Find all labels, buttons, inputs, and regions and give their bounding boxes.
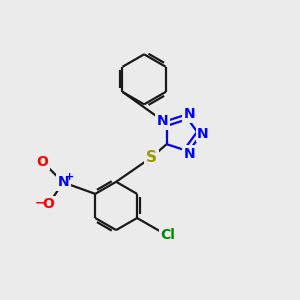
Text: O: O [43,197,54,212]
Text: O: O [37,155,49,169]
Text: N: N [197,127,209,141]
Text: N: N [184,147,195,160]
Text: N: N [184,107,195,121]
Text: N: N [157,114,169,128]
Text: Cl: Cl [160,228,175,242]
Text: −: − [35,196,45,209]
Text: +: + [65,172,74,182]
Text: N: N [57,176,69,189]
Text: S: S [146,150,157,165]
